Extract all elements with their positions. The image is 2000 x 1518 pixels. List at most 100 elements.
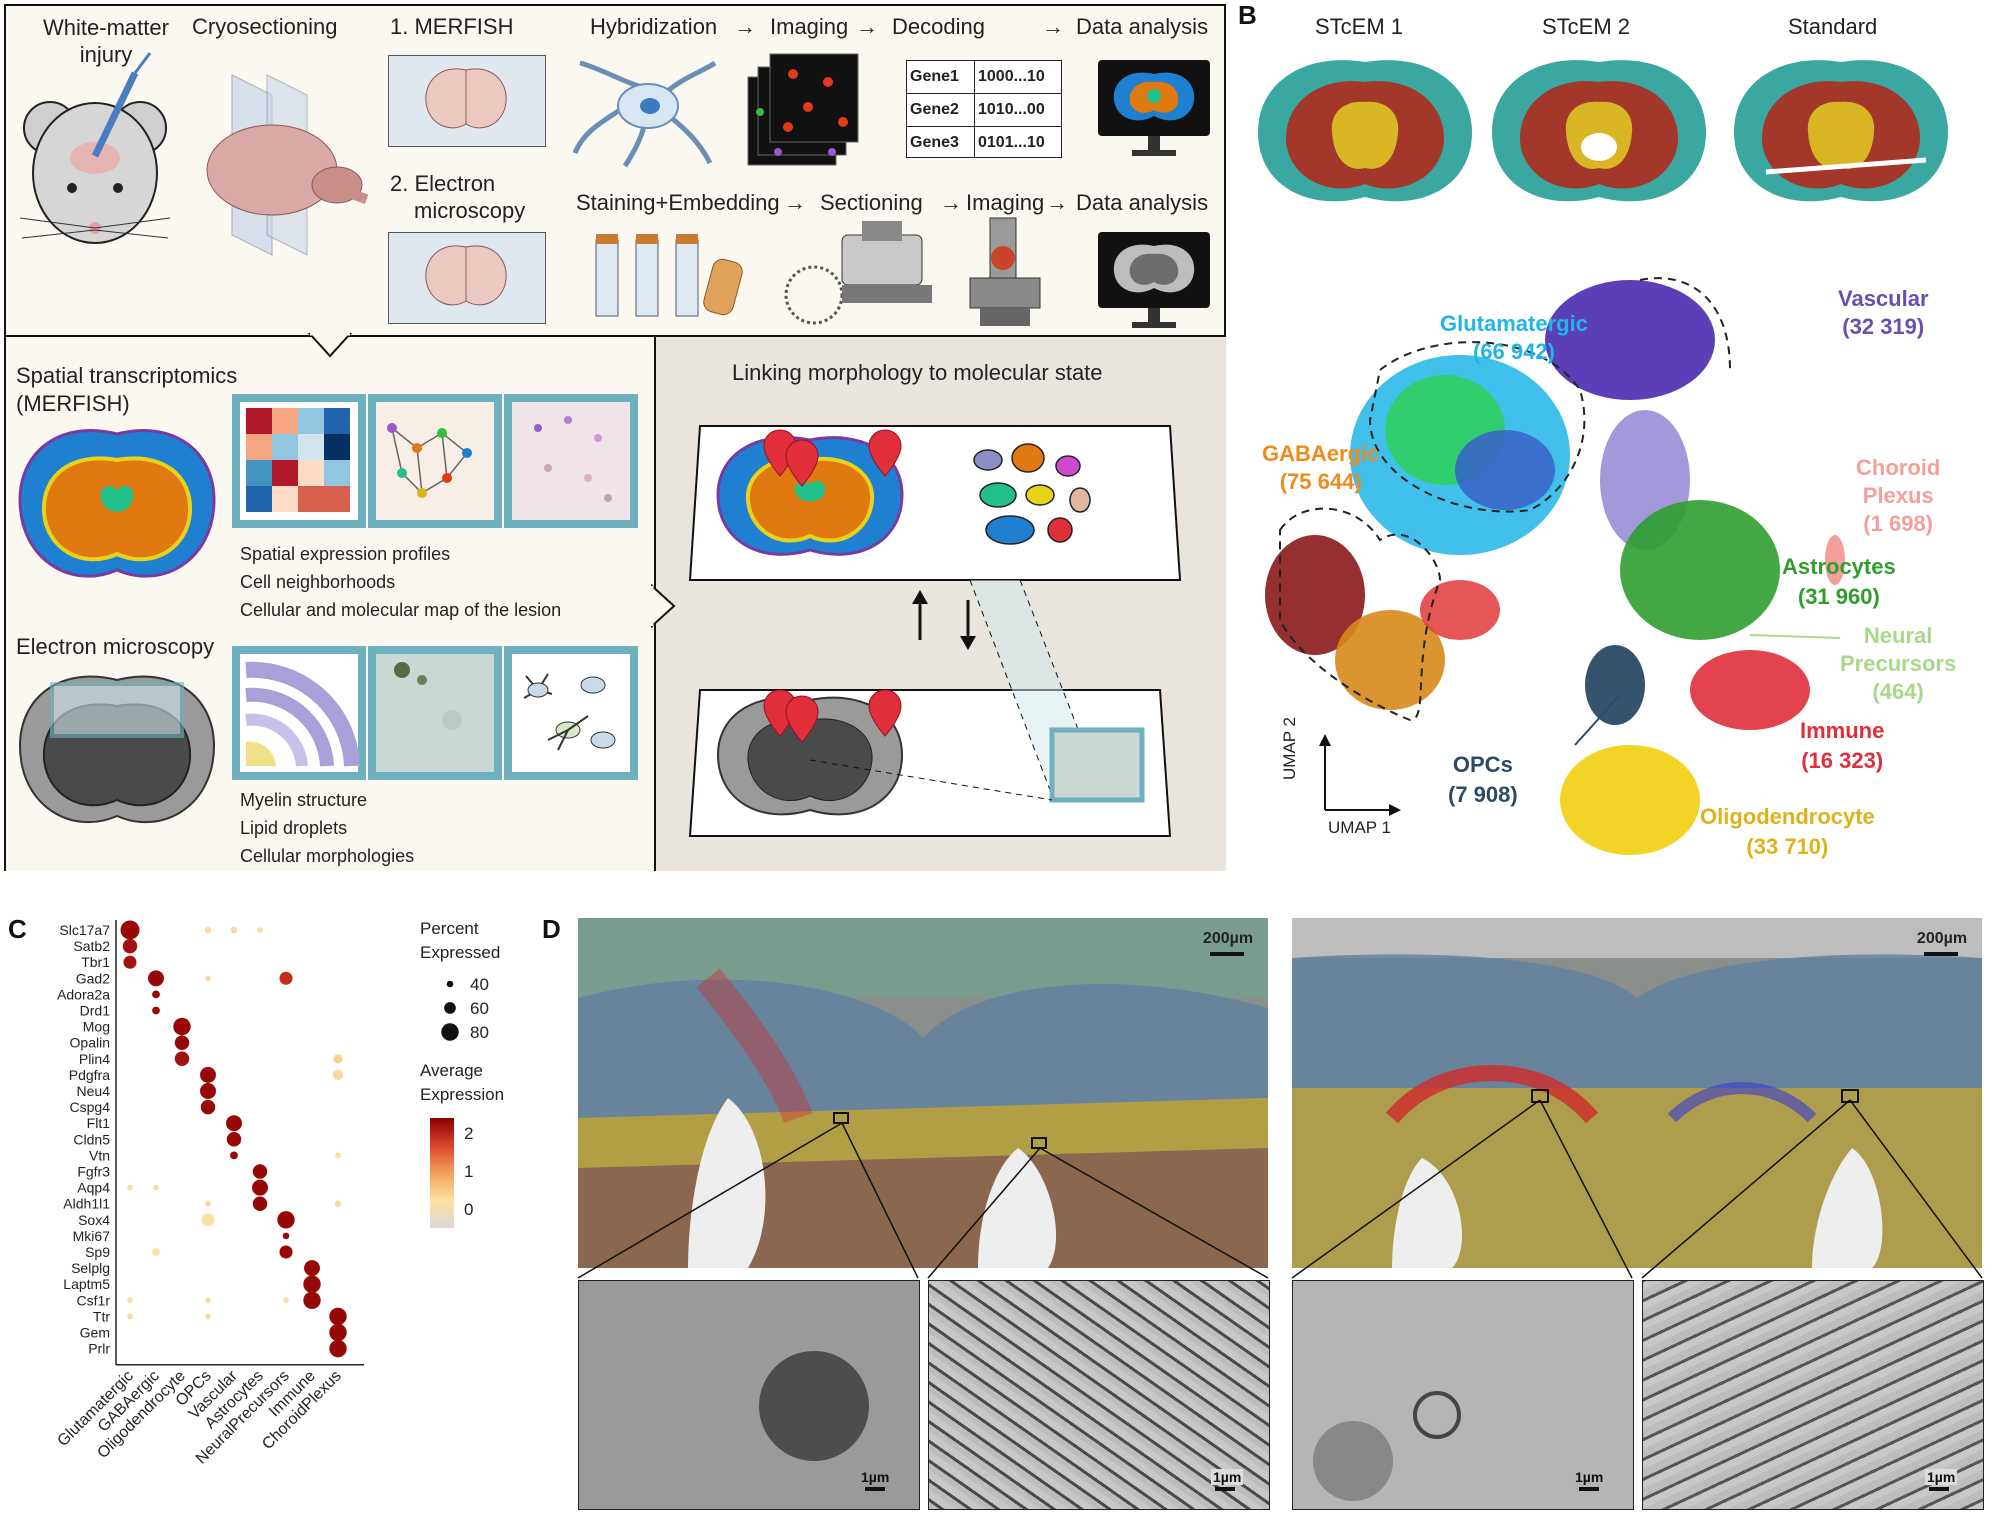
- cluster-count: (66 942): [1472, 339, 1555, 364]
- dot-mark: [279, 971, 293, 985]
- dot-mark: [279, 1245, 293, 1259]
- dot-mark: [332, 1069, 344, 1081]
- dot-mark: [205, 975, 211, 982]
- dot-mark: [283, 1297, 289, 1304]
- em-image-3: 1µm: [1292, 1280, 1634, 1510]
- section-label-stcem2: STcEM 2: [1542, 14, 1631, 39]
- cluster-label-glutamatergic: Glutamatergic (66 942): [1440, 310, 1588, 366]
- flow-staining: Staining+Embedding: [576, 190, 780, 215]
- flow-arrow: →: [1042, 14, 1064, 39]
- merfish-step-label: 1. MERFISH: [390, 14, 514, 39]
- cluster-count: (7 908): [1448, 782, 1518, 807]
- color-legend-title: Expression: [420, 1085, 504, 1104]
- flow-hybridization: Hybridization: [590, 14, 718, 39]
- label-line: White-matter: [43, 15, 169, 40]
- gene-tick-label: Selplg: [71, 1260, 110, 1276]
- dot-mark: [230, 1151, 238, 1160]
- imaging-stack-icon: [747, 53, 859, 166]
- em-image-2: 1µm: [928, 1280, 1270, 1510]
- cluster-count: (1 698): [1863, 511, 1934, 536]
- size-legend-dot: [444, 1002, 456, 1014]
- cluster-count: (16 323): [1801, 748, 1884, 773]
- microtome-icon: [784, 221, 932, 325]
- gene-tick-label: Sp9: [85, 1244, 110, 1260]
- gene-tick-label: Csf1r: [77, 1292, 111, 1308]
- color-legend-title: Average: [420, 1061, 483, 1080]
- em-scale-label: 1µm: [1211, 1469, 1244, 1485]
- gene-tick-label: Fgfr3: [77, 1164, 110, 1180]
- gene-code: 0101...10: [978, 134, 1045, 151]
- dot-mark: [200, 1083, 216, 1099]
- dot-mark: [252, 1164, 268, 1179]
- dot-mark: [335, 1152, 341, 1159]
- gene-tick-label: Aqp4: [77, 1180, 110, 1196]
- flow-data-analysis-em: Data analysis: [1076, 190, 1209, 215]
- cluster-name: Plexus: [1862, 483, 1934, 508]
- gene-tick-label: Mog: [83, 1019, 110, 1035]
- dot-mark: [204, 926, 212, 934]
- linking-diagram: [688, 425, 1182, 837]
- dot-mark: [200, 1099, 216, 1115]
- color-legend-label: 0: [464, 1200, 473, 1219]
- myelin-structure-icon: [232, 646, 366, 780]
- dot-mark: [174, 1051, 190, 1067]
- gene-tick-label: Pdgfra: [69, 1067, 110, 1083]
- cluster-count: (464): [1872, 679, 1924, 704]
- em-title: Electron microscopy: [16, 634, 215, 659]
- gene-tick-label: Prlr: [88, 1341, 110, 1357]
- flow-imaging-em: Imaging: [966, 190, 1045, 215]
- em-scale-bar: [1929, 1487, 1949, 1491]
- panel-divider-notch: [307, 332, 353, 358]
- st-title: Spatial transcriptomics (MERFISH): [16, 362, 237, 418]
- electron-microscope-icon: [969, 217, 1041, 326]
- dot-mark: [205, 1297, 211, 1304]
- gene-code: 1000...10: [978, 68, 1045, 85]
- color-legend-bar: [430, 1118, 454, 1228]
- cell-neighborhood-graph: [368, 394, 502, 528]
- mouse-illustration: [19, 52, 171, 244]
- dot-mark: [148, 970, 164, 987]
- dot-mark: [226, 1132, 242, 1147]
- gene-tick-label: Slc17a7: [59, 922, 110, 938]
- dot-mark: [174, 1035, 190, 1050]
- em-item: Lipid droplets: [240, 818, 348, 838]
- em-item: Cellular morphologies: [240, 846, 415, 866]
- st-item: Spatial expression profiles: [240, 544, 451, 564]
- flow-decoding: Decoding: [892, 14, 985, 39]
- dot-mark: [200, 1066, 216, 1083]
- stcem2-brain-section: [1492, 60, 1706, 202]
- em-structure: [1413, 1391, 1461, 1439]
- dot-mark: [277, 1211, 295, 1229]
- cluster-label-astrocytes: Astrocytes (31 960): [1782, 552, 1896, 612]
- cluster-name: Oligodendrocyte: [1700, 804, 1875, 829]
- em-structure: [759, 1351, 869, 1461]
- gene-name: Gene3: [907, 127, 975, 158]
- label-line: injury: [79, 42, 133, 67]
- em-brain-map: [18, 675, 216, 824]
- st-items: Spatial expression profiles Cell neighbo…: [240, 540, 561, 624]
- panel-letter-c: C: [8, 914, 27, 944]
- scale-bar-label: 200µm: [1202, 930, 1254, 947]
- cluster-count: (33 710): [1746, 834, 1829, 859]
- dot-mark: [257, 927, 263, 933]
- size-legend-label: 60: [470, 999, 489, 1018]
- tissue-overview-right-image: [1292, 918, 1982, 1268]
- dot-mark: [127, 1297, 133, 1304]
- dot-mark: [252, 1196, 268, 1211]
- size-legend-label: 80: [470, 1023, 489, 1042]
- gene-tick-label: Flt1: [87, 1115, 111, 1131]
- em-scale-label: 1µm: [1575, 1469, 1604, 1485]
- gene-tick-label: Gem: [80, 1325, 110, 1341]
- dot-mark: [303, 1275, 321, 1293]
- gene-tick-label: Adora2a: [57, 986, 110, 1002]
- flow-arrow: →: [856, 14, 878, 39]
- cluster-name: GABAergic: [1262, 441, 1380, 466]
- dot-mark: [173, 1017, 191, 1036]
- panel-letter-d: D: [542, 914, 561, 944]
- section-label-stcem1: STcEM 1: [1315, 14, 1404, 39]
- dot-mark: [226, 1115, 242, 1132]
- gene-tick-label: Aldh1l1: [63, 1196, 110, 1212]
- em-structure: [1313, 1421, 1393, 1501]
- dot-mark: [127, 1184, 133, 1191]
- em-items: Myelin structure Lipid droplets Cellular…: [240, 786, 414, 870]
